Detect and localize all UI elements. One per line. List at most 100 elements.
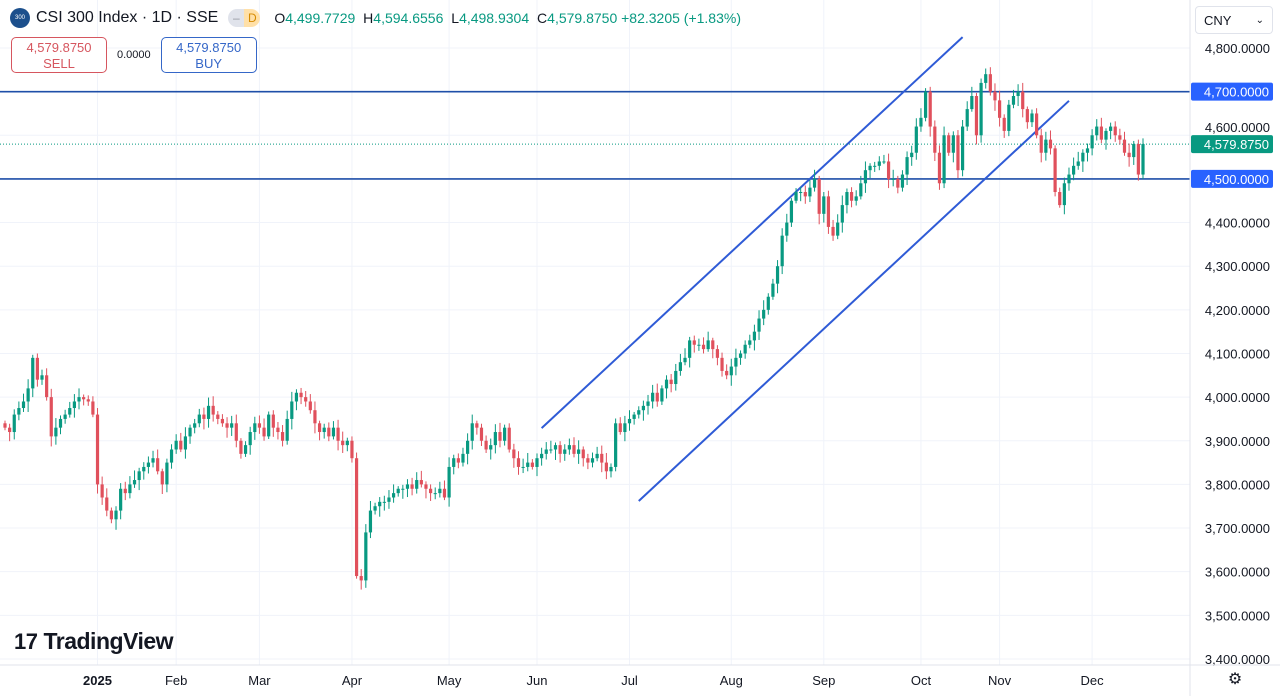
candle-body [31, 357, 35, 389]
candle-body [183, 436, 188, 450]
settings-gear-icon[interactable]: ⚙ [1227, 671, 1243, 688]
candle [285, 410, 289, 445]
candle-body [165, 462, 169, 485]
candle [1016, 84, 1020, 107]
candle-body [535, 458, 539, 467]
candle [304, 391, 308, 407]
candle [789, 198, 794, 227]
candle-body [771, 283, 775, 297]
candle [688, 336, 692, 368]
candle-body [660, 388, 664, 402]
candle [456, 453, 460, 469]
horizontal-line-price-label: 4,700.0000 [1204, 85, 1269, 100]
market-status-pill[interactable]: – D [228, 9, 261, 27]
symbol-title[interactable]: CSI 300 Index · 1D · SSE [36, 9, 219, 26]
candle [775, 260, 780, 294]
candle [600, 445, 604, 473]
candle [558, 441, 562, 463]
tradingview-mark-icon: 17 [14, 628, 38, 654]
candle-body [923, 91, 928, 118]
candle-body [331, 427, 336, 437]
candle [725, 364, 729, 380]
candle-body [40, 375, 44, 380]
candle-body [905, 157, 909, 175]
close-value: 4,579.8750 [547, 10, 618, 26]
candle [1109, 122, 1113, 140]
candle-body [54, 427, 58, 437]
candle [799, 186, 803, 202]
candle-body [618, 423, 622, 433]
candle-body [503, 427, 507, 441]
candle-body [299, 392, 303, 398]
candle-body [484, 440, 488, 450]
high-value: 4,594.6556 [373, 10, 444, 26]
candle-body [794, 192, 798, 201]
candle [549, 440, 553, 454]
candle-body [854, 196, 858, 201]
candle-body [433, 493, 437, 495]
candle-body [234, 423, 238, 441]
candle [563, 444, 567, 461]
time-tick-label: Nov [988, 673, 1012, 688]
buy-button[interactable]: 4,579.8750 BUY [160, 37, 257, 73]
candle-body [715, 349, 720, 358]
drawings [0, 36, 1190, 502]
candle [1127, 143, 1131, 167]
candle-body [151, 458, 155, 463]
candle-body [609, 466, 613, 472]
candle [447, 457, 451, 507]
candle [817, 175, 821, 225]
candle-body [910, 152, 914, 158]
candle-body [405, 484, 410, 489]
candle-body [456, 458, 460, 463]
candle [618, 417, 622, 435]
candle [803, 185, 807, 204]
candle-body [595, 453, 599, 459]
candle [664, 375, 669, 399]
candle [734, 348, 738, 376]
candle [910, 145, 914, 166]
candle-body [35, 357, 39, 380]
candle-body [359, 576, 363, 581]
candle [132, 470, 137, 488]
candle-body [845, 192, 849, 206]
candle-body [479, 427, 484, 441]
candle-body [188, 427, 192, 437]
candle [114, 506, 118, 530]
candle-body [738, 353, 743, 358]
candle [1085, 143, 1090, 162]
candle-body [17, 408, 21, 415]
candle [947, 132, 951, 156]
tradingview-logo[interactable]: 17 TradingView [14, 628, 174, 655]
currency-select[interactable]: CNY ⌄ [1195, 6, 1273, 34]
candle [105, 488, 109, 517]
candle [109, 507, 113, 524]
candle [350, 436, 354, 463]
candle-body [877, 161, 881, 166]
candle-body [928, 91, 932, 127]
candle [970, 86, 974, 112]
candle [313, 401, 317, 434]
candle-body [345, 440, 349, 446]
candle [979, 78, 983, 143]
open-label: O [274, 10, 286, 26]
trade-panel: 4,579.8750 SELL 0.0000 4,579.8750 BUY [11, 37, 257, 73]
candle-body [544, 449, 548, 454]
candle-body [572, 445, 576, 454]
last-price-label: 4,579.8750 [1204, 137, 1269, 152]
candle [95, 408, 100, 494]
candle-body [137, 471, 141, 481]
candle [378, 497, 382, 517]
candle [1136, 139, 1140, 181]
candle [165, 458, 169, 493]
candle-body [49, 397, 53, 437]
candle-body [322, 427, 326, 433]
candle-body [128, 484, 132, 494]
time-tick-label: Dec [1081, 673, 1105, 688]
candle-body [290, 401, 294, 419]
candle-body [197, 414, 201, 424]
candle [31, 354, 35, 398]
sell-button[interactable]: 4,579.8750 SELL [11, 37, 107, 73]
candle-body [651, 392, 655, 402]
